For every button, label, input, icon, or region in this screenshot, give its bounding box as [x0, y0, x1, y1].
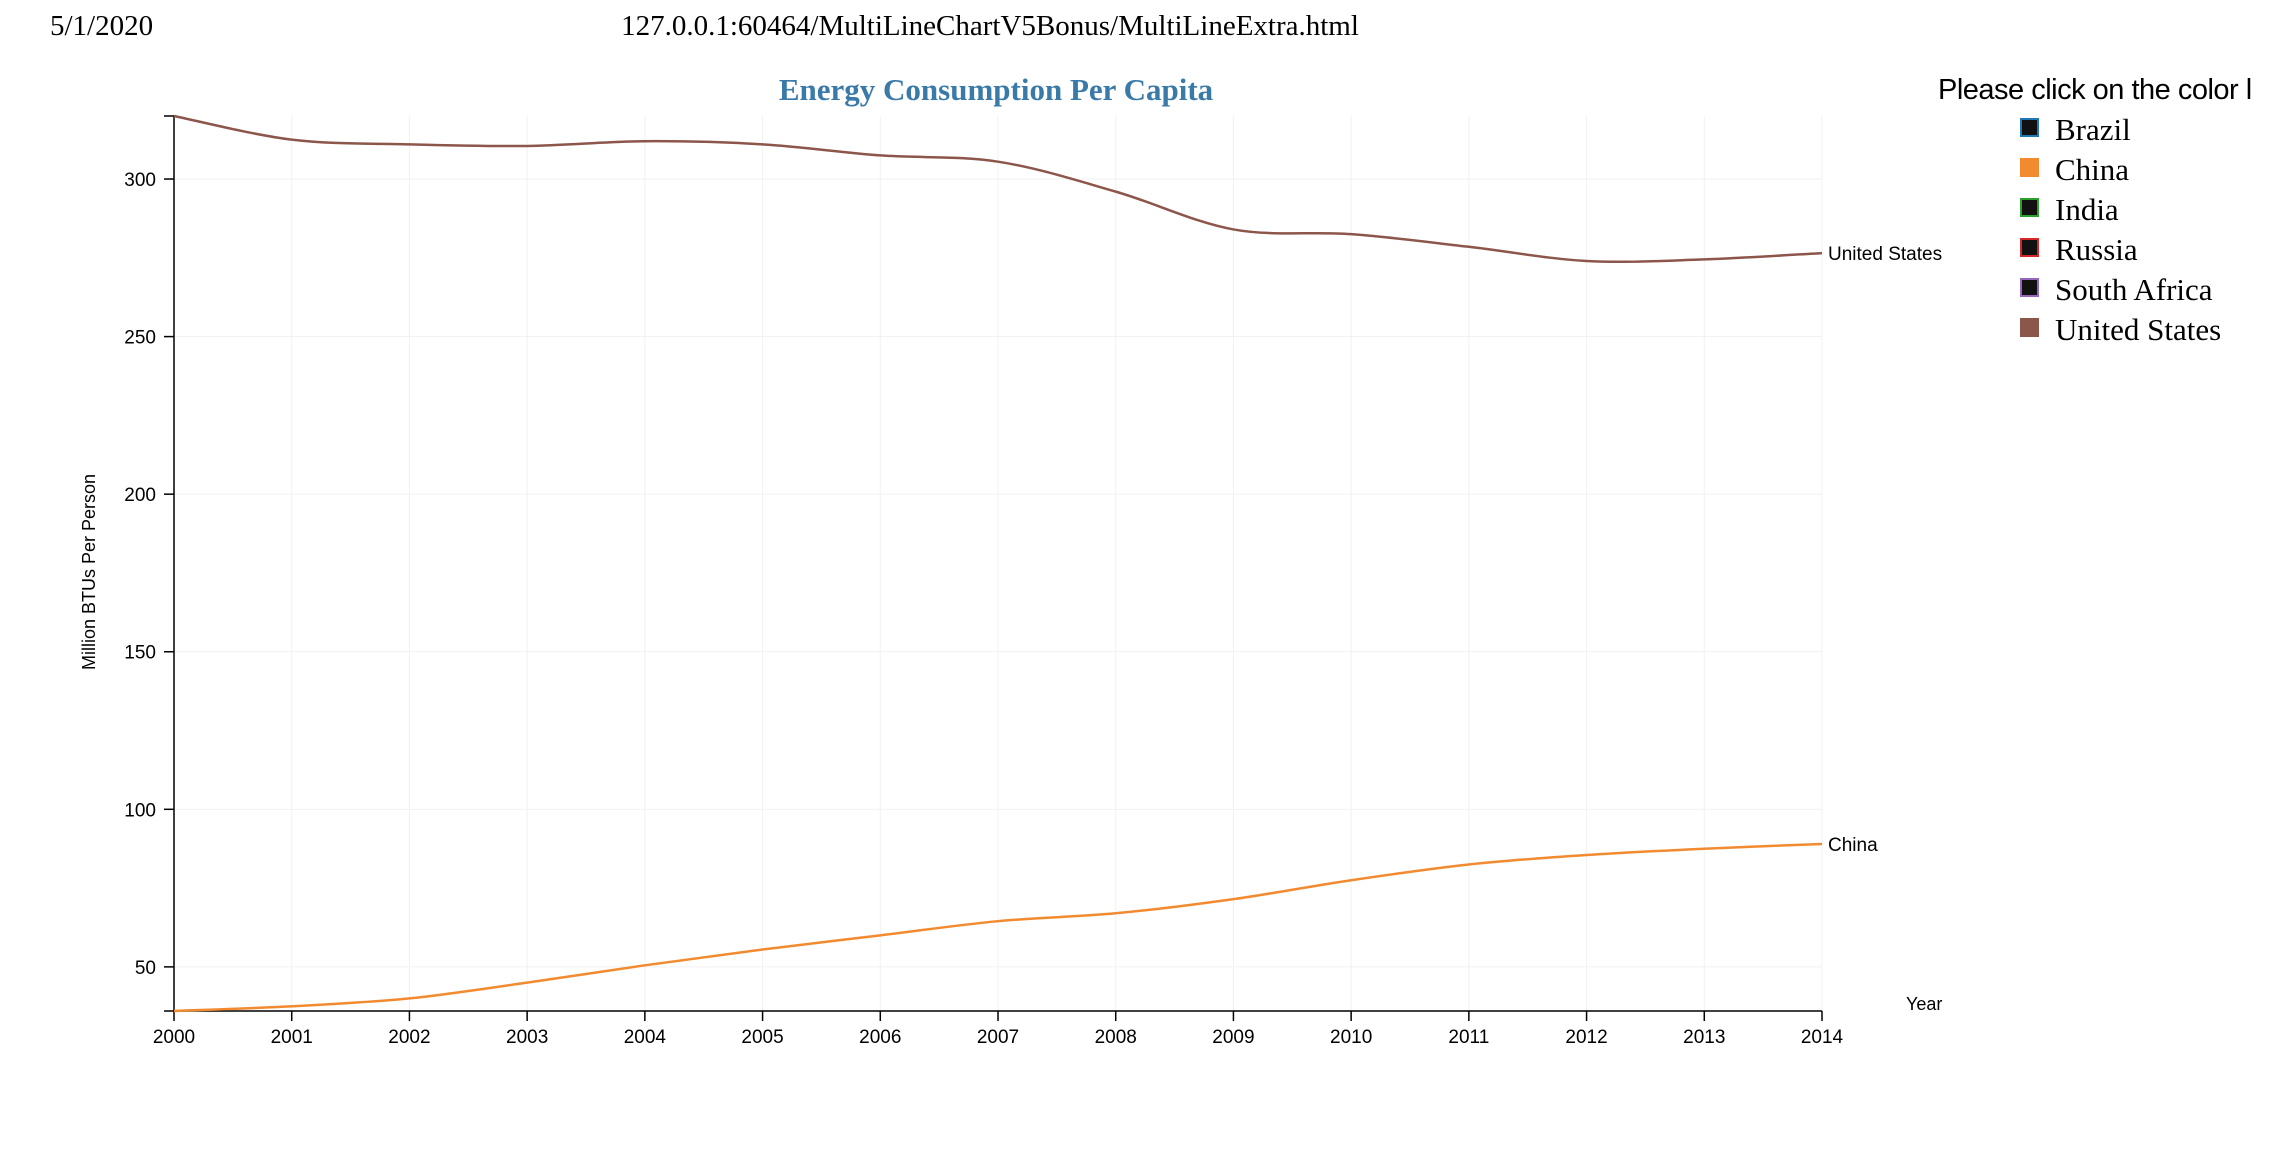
x-tick-label: 2008 [1095, 1027, 1137, 1048]
legend: Brazil China India Russia South Africa United… [2020, 110, 2221, 350]
y-axis-label: Million BTUs Per Person [79, 474, 99, 670]
legend-title: Please click on the color l [1938, 74, 2252, 106]
legend-color-swatch[interactable] [2020, 237, 2039, 257]
legend-label: United States [2055, 312, 2222, 347]
y-tick-label: 300 [124, 170, 156, 191]
x-tick-label: 2000 [153, 1027, 195, 1048]
legend-label: China [2055, 152, 2130, 187]
x-axis-label: Year [1906, 994, 1942, 1014]
x-tick-label: 2004 [624, 1027, 667, 1048]
y-tick-label: 50 [135, 958, 156, 979]
series-end-label: China [1828, 835, 1878, 856]
x-tick-label: 2014 [1801, 1027, 1844, 1048]
legend-label: Russia [2055, 232, 2138, 267]
line-chart: Energy Consumption Per Capita 50 100 150 20… [79, 72, 1942, 1048]
x-tick-label: 2007 [977, 1027, 1019, 1048]
legend-color-swatch[interactable] [2020, 117, 2039, 137]
legend-label: South Africa [2055, 272, 2213, 307]
x-tick-label: 2009 [1212, 1027, 1254, 1048]
legend-item[interactable]: Brazil [2020, 110, 2221, 150]
series-line [173, 842, 1823, 1013]
x-tick-label: 2002 [388, 1027, 430, 1048]
chart-title: Energy Consumption Per Capita [779, 72, 1214, 107]
legend-item[interactable]: India [2020, 190, 2221, 230]
x-tick-label: 2013 [1683, 1027, 1725, 1048]
legend-label: Brazil [2055, 112, 2131, 147]
legend-item[interactable]: China [2020, 150, 2221, 190]
legend-item[interactable]: South Africa [2020, 270, 2221, 310]
legend-color-swatch[interactable] [2020, 277, 2039, 297]
y-tick-label: 150 [124, 643, 156, 664]
series-line [173, 114, 1823, 264]
print-date: 5/1/2020 [50, 10, 154, 42]
x-tick-label: 2003 [506, 1027, 548, 1048]
x-tick-label: 2005 [741, 1027, 783, 1048]
chart-axes: 50 100 150 200 250 300 2000 2001 2002 2003 2004 200… [124, 115, 1844, 1048]
chart-labels: China United States [1828, 244, 1942, 856]
x-tick-label: 2010 [1330, 1027, 1372, 1048]
legend-color-swatch[interactable] [2020, 157, 2039, 177]
series-end-label: United States [1828, 244, 1942, 265]
legend-label: India [2055, 192, 2119, 227]
x-tick-label: 2011 [1448, 1027, 1489, 1048]
x-tick-label: 2001 [271, 1027, 313, 1048]
y-tick-label: 200 [124, 485, 156, 506]
x-tick-label: 2012 [1565, 1027, 1607, 1048]
legend-color-swatch[interactable] [2020, 197, 2039, 217]
y-tick-label: 100 [124, 800, 156, 821]
legend-item[interactable]: Russia [2020, 230, 2221, 270]
chart-grid [173, 116, 1823, 1011]
y-tick-label: 250 [124, 328, 156, 349]
legend-color-swatch[interactable] [2020, 317, 2039, 337]
print-url: 127.0.0.1:60464/MultiLineChartV5Bonus/Mu… [621, 10, 1359, 42]
legend-item[interactable]: United States [2020, 310, 2221, 350]
x-tick-label: 2006 [859, 1027, 901, 1048]
chart-series [173, 114, 1823, 1013]
